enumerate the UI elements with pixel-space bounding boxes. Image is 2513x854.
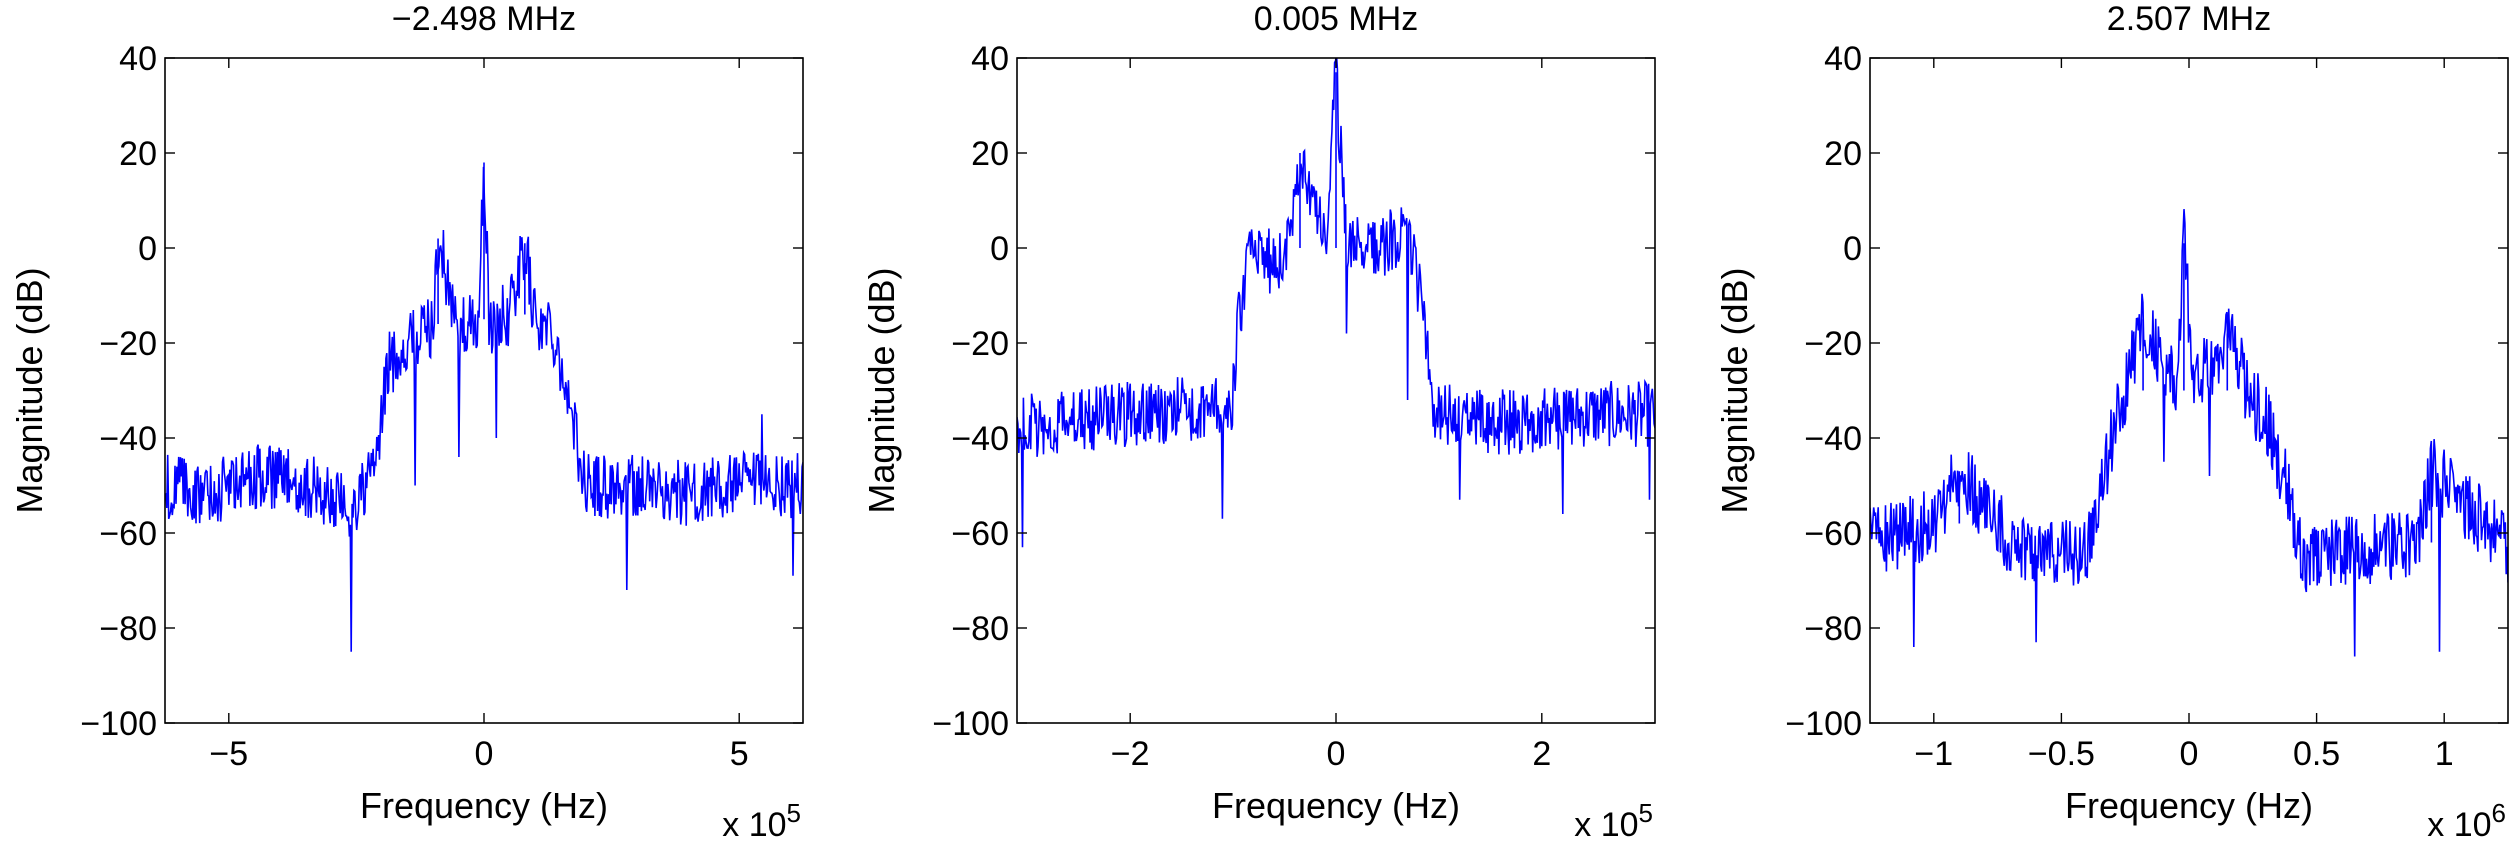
chart-title: 0.005 MHz (1254, 0, 1418, 38)
y-axis-label: Magnitude (dB) (861, 267, 902, 513)
x-tick-label: 1 (2435, 735, 2454, 773)
x-tick-label: 0 (475, 735, 494, 773)
y-tick-label: −80 (99, 610, 157, 648)
series-line (1870, 209, 2508, 657)
y-tick-label: 20 (971, 135, 1009, 173)
x-tick-label: −1 (1914, 735, 1953, 773)
x-tick-label: −5 (209, 735, 248, 773)
y-tick-label: −80 (1804, 610, 1862, 648)
x-tick-label: 2 (1532, 735, 1551, 773)
y-tick-label: −20 (99, 325, 157, 363)
series-line (1017, 58, 1655, 548)
axes-box (1869, 57, 2509, 724)
y-tick-label: 0 (990, 230, 1009, 268)
y-tick-label: 40 (971, 40, 1009, 78)
y-tick-label: 20 (1824, 135, 1862, 173)
y-tick-label: 20 (119, 135, 157, 173)
x-axis-label: Frequency (Hz) (2065, 785, 2313, 826)
x-multiplier: x 105 (1574, 798, 1653, 844)
y-axis-label: Magnitude (dB) (9, 267, 50, 513)
x-multiplier: x 105 (722, 798, 801, 844)
x-tick-label: 5 (730, 735, 749, 773)
chart-panel-1: −5 0 5 −100 −80 −60 −40 −20 0 20 40 −2.498 MHz Frequ… (9, 0, 804, 844)
y-tick-label: −40 (951, 420, 1009, 458)
axes-box (164, 57, 804, 724)
y-tick-label: 0 (1843, 230, 1862, 268)
y-tick-label: −80 (951, 610, 1009, 648)
y-tick-label: −20 (1804, 325, 1862, 363)
y-tick-label: −60 (951, 515, 1009, 553)
y-tick-label: −60 (1804, 515, 1862, 553)
chart-title: −2.498 MHz (392, 0, 576, 38)
y-tick-label: −100 (932, 705, 1009, 743)
x-tick-label: 0 (1327, 735, 1346, 773)
x-axis-label: Frequency (Hz) (360, 785, 608, 826)
x-tick-label: −0.5 (2028, 735, 2095, 773)
x-multiplier: x 106 (2427, 798, 2506, 844)
chart-panel-3: −1 −0.5 0 0.5 1 −100 −80 −60 −40 −20 0 20 40 2.507 MH… (1714, 0, 2509, 844)
y-tick-label: −20 (951, 325, 1009, 363)
x-tick-label: 0.5 (2293, 735, 2340, 773)
y-tick-label: −100 (1785, 705, 1862, 743)
y-tick-label: 0 (138, 230, 157, 268)
chart-title: 2.507 MHz (2107, 0, 2271, 38)
y-tick-label: 40 (119, 40, 157, 78)
x-tick-label: −2 (1111, 735, 1150, 773)
y-tick-label: −40 (99, 420, 157, 458)
y-tick-label: −40 (1804, 420, 1862, 458)
x-tick-label: 0 (2180, 735, 2199, 773)
y-tick-label: 40 (1824, 40, 1862, 78)
y-axis-label: Magnitude (dB) (1714, 267, 1755, 513)
x-axis-label: Frequency (Hz) (1212, 785, 1460, 826)
y-tick-label: −60 (99, 515, 157, 553)
y-tick-label: −100 (80, 705, 157, 743)
